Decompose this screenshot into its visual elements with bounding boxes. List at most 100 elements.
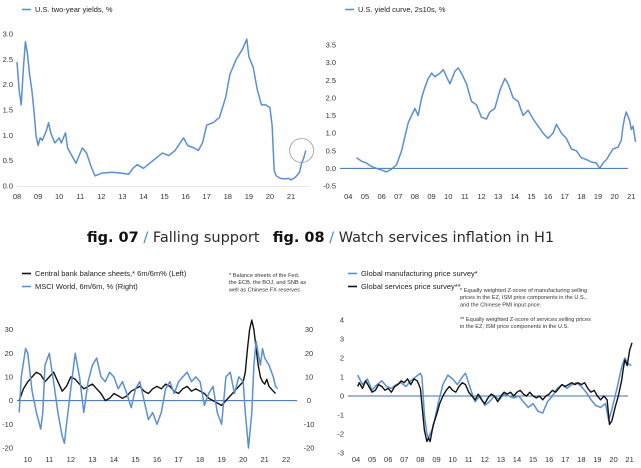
- x-tick-label: 11: [465, 455, 473, 464]
- footnote-line: * Balance sheets of the Fed,: [229, 273, 300, 279]
- y-tick-label: 20: [5, 349, 13, 358]
- x-tick-label: 10: [55, 192, 63, 201]
- y-tick-label: 0.0: [3, 182, 13, 191]
- y-tick-label: 3: [340, 335, 344, 344]
- y-tick-label: 3.5: [326, 41, 336, 50]
- x-tick-label: 14: [513, 455, 521, 464]
- x-tick-label: 19: [217, 455, 225, 464]
- y-right-tick-label: -20: [304, 444, 315, 453]
- y-tick-label: 2.5: [3, 55, 13, 64]
- series-line-1: [16, 38, 307, 181]
- y-right-tick-label: 10: [305, 372, 313, 381]
- x-tick-label: 16: [181, 192, 189, 201]
- x-tick-label: 16: [153, 455, 161, 464]
- y-tick-label: -3: [337, 449, 344, 458]
- x-tick-label: 05: [368, 455, 376, 464]
- highlight-circle: [289, 138, 314, 163]
- y-tick-label: 3.0: [3, 30, 13, 39]
- y-tick-label: 2.5: [326, 76, 336, 85]
- y-tick-label: -10: [2, 420, 13, 429]
- x-tick-label: 10: [444, 192, 452, 201]
- x-tick-label: 22: [282, 455, 290, 464]
- x-tick-label: 18: [577, 192, 585, 201]
- x-tick-label: 08: [411, 192, 419, 201]
- x-tick-label: 20: [239, 455, 247, 464]
- legend-label: Central bank balance sheets,* 6m/6m% (Le…: [35, 269, 187, 278]
- fig07-number: fig. 07: [86, 230, 139, 246]
- x-tick-label: 12: [97, 192, 105, 201]
- x-tick-label: 07: [400, 455, 408, 464]
- y-tick-label: 1.0: [3, 131, 13, 140]
- x-tick-label: 18: [224, 192, 232, 201]
- x-tick-label: 12: [481, 455, 489, 464]
- y-tick-label: 1.5: [3, 106, 13, 115]
- x-tick-label: 19: [594, 192, 602, 201]
- x-tick-label: 15: [529, 455, 537, 464]
- y-tick-label: 1.5: [326, 111, 336, 120]
- x-tick-label: 09: [34, 192, 42, 201]
- legend-label: Global manufacturing price survey*: [361, 269, 478, 278]
- fig08-number: fig. 08: [272, 230, 325, 246]
- y-tick-label: 2.0: [326, 93, 336, 102]
- y-tick-label: 2: [340, 354, 344, 363]
- x-tick-label: 18: [577, 455, 585, 464]
- x-tick-label: 17: [561, 455, 569, 464]
- figure-captions: fig. 07 / Falling support fig. 08 / Watc…: [0, 230, 641, 246]
- x-tick-label: 20: [609, 455, 617, 464]
- footnote-line: the ECB, the BOJ, and SNB as: [229, 280, 306, 286]
- y-right-tick-label: 0: [307, 396, 311, 405]
- y-tick-label: 30: [5, 325, 13, 334]
- fig07-separator: /: [138, 230, 153, 246]
- x-tick-label: 21: [287, 192, 295, 201]
- chart-1: 08 09 10 11 12 13 14 15 16 17 18 19 20 21 0.0 0.5 1.0 1.5…: [3, 30, 314, 201]
- x-tick-label: 18: [196, 455, 204, 464]
- y-tick-label: 3.0: [326, 58, 336, 67]
- x-tick-label: 11: [76, 192, 84, 201]
- x-tick-label: 06: [384, 455, 392, 464]
- x-tick-label: 12: [477, 192, 485, 201]
- x-tick-label: 08: [416, 455, 424, 464]
- x-tick-label: 15: [160, 192, 168, 201]
- y-tick-label: 0.0: [326, 164, 336, 173]
- x-tick-label: 21: [261, 455, 269, 464]
- legend-label: U.S. two-year yields, %: [35, 5, 113, 14]
- x-tick-label: 19: [245, 192, 253, 201]
- y-tick-label: 2.0: [3, 80, 13, 89]
- x-tick-label: 09: [427, 192, 435, 201]
- x-tick-label: 21: [625, 455, 633, 464]
- series-line-2: [18, 340, 279, 449]
- series-line-1: [356, 67, 637, 173]
- footnote-line: prices in the EZ, ISM price components i…: [460, 295, 587, 301]
- x-tick-label: 13: [88, 455, 96, 464]
- y-tick-label: 0: [340, 392, 344, 401]
- x-tick-label: 10: [448, 455, 456, 464]
- fig08-title: Watch services inflation in H1: [338, 230, 555, 246]
- y-right-tick-label: -10: [304, 420, 315, 429]
- chart-3: 10 11 12 13 14 15 16 17 18 19 20 21 22 -20 -10 0 10 20 30 -…: [2, 319, 315, 464]
- x-tick-label: 17: [203, 192, 211, 201]
- x-tick-label: 13: [494, 192, 502, 201]
- x-tick-label: 14: [139, 192, 147, 201]
- x-tick-label: 13: [118, 192, 126, 201]
- footnote-line: ** Equally weighted Z-score of services …: [460, 317, 591, 323]
- legend-label: MSCI World, 6m/6m, % (Right): [35, 282, 138, 291]
- x-tick-label: 17: [561, 192, 569, 201]
- x-tick-label: 20: [266, 192, 274, 201]
- y-tick-label: 0.5: [326, 146, 336, 155]
- footnote-line: and the Chinese PMI input price.: [460, 302, 542, 308]
- y-tick-label: -0.5: [323, 182, 336, 191]
- x-tick-label: 11: [45, 455, 53, 464]
- fig07-title: Falling support: [152, 230, 260, 246]
- y-tick-label: 1.0: [326, 129, 336, 138]
- y-right-tick-label: 30: [305, 325, 313, 334]
- x-tick-label: 20: [611, 192, 619, 201]
- x-tick-label: 17: [174, 455, 182, 464]
- y-tick-label: 0: [9, 396, 13, 405]
- y-tick-label: -2: [337, 430, 344, 439]
- y-tick-label: 10: [5, 372, 13, 381]
- x-tick-label: 04: [352, 455, 360, 464]
- x-tick-label: 10: [24, 455, 32, 464]
- x-tick-label: 16: [545, 455, 553, 464]
- footnote-line: * Equally weighted Z-score of manufactur…: [460, 288, 587, 294]
